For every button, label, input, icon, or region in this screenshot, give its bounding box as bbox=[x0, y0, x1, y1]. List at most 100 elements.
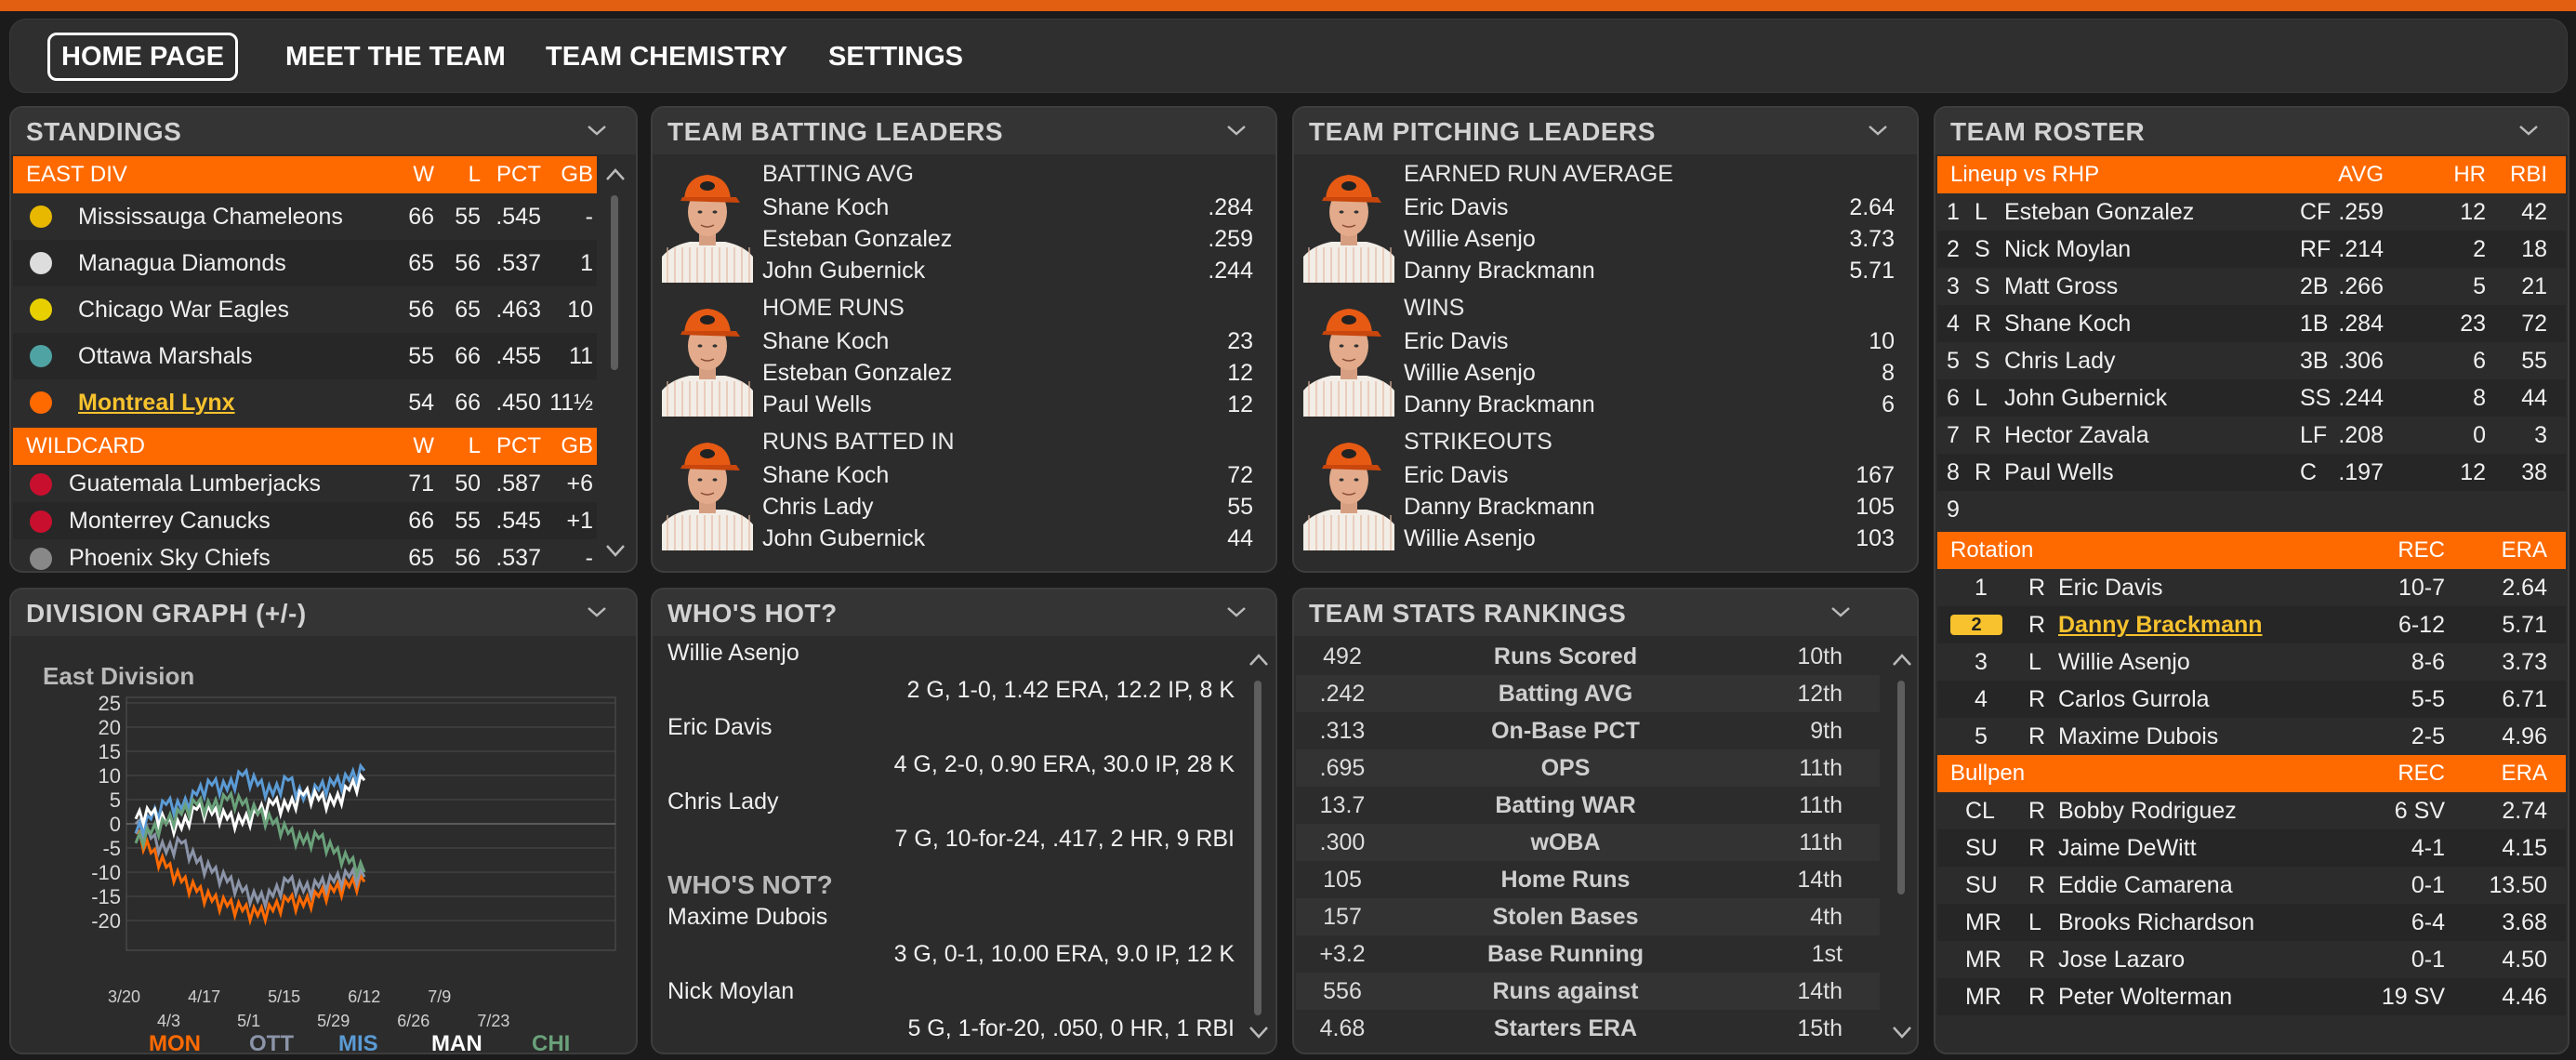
nav-meet-the-team[interactable]: MEET THE TEAM bbox=[285, 42, 506, 72]
lineup-row[interactable]: 5 S Chris Lady 3B .306 6 55 bbox=[1937, 342, 2566, 379]
stat-name: Starters ERA bbox=[1493, 1015, 1638, 1041]
bullpen-row[interactable]: MR R Peter Wolterman 19 SV 4.46 bbox=[1937, 978, 2566, 1015]
leader-row[interactable]: Shane Koch .284 bbox=[762, 192, 1253, 223]
rotation-row[interactable]: 2 R Danny Brackmann 6-12 5.71 bbox=[1937, 606, 2566, 643]
lineup-row[interactable]: 8 R Paul Wells C .197 12 38 bbox=[1937, 454, 2566, 491]
chevron-down-icon[interactable] bbox=[1225, 119, 1248, 141]
chevron-down-icon[interactable] bbox=[1830, 601, 1852, 623]
lineup-row[interactable]: 1 L Esteban Gonzalez CF .259 12 42 bbox=[1937, 193, 2566, 231]
standings-scrollbar[interactable] bbox=[602, 166, 628, 565]
scroll-thumb[interactable] bbox=[1897, 681, 1905, 894]
leader-row[interactable]: Eric Davis 167 bbox=[1404, 459, 1895, 491]
standings-row[interactable]: Mississauga Chameleons 66 55 .545 - bbox=[13, 193, 597, 240]
leader-row[interactable]: Danny Brackmann 5.71 bbox=[1404, 255, 1895, 286]
rankings-scrollbar[interactable] bbox=[1889, 647, 1915, 1047]
standings-row[interactable]: Phoenix Sky Chiefs 65 56 .537 - bbox=[13, 539, 597, 571]
leader-row[interactable]: Shane Koch 72 bbox=[762, 459, 1253, 491]
ranking-row[interactable]: .300 wOBA 11th bbox=[1296, 824, 1880, 861]
ranking-row[interactable]: 492 Runs Scored 10th bbox=[1296, 638, 1880, 675]
scroll-down-icon[interactable] bbox=[1891, 1023, 1913, 1041]
player-name: Hector Zavala bbox=[2004, 422, 2149, 448]
scroll-down-icon[interactable] bbox=[1248, 1023, 1270, 1041]
chevron-down-icon[interactable] bbox=[1867, 119, 1889, 141]
position: CF bbox=[2300, 199, 2332, 225]
leader-row[interactable]: Willie Asenjo 103 bbox=[1404, 523, 1895, 554]
bullpen-row[interactable]: MR L Brooks Richardson 6-4 3.68 bbox=[1937, 904, 2566, 941]
bullpen-row[interactable]: SU R Eddie Camarena 0-1 13.50 bbox=[1937, 867, 2566, 904]
bullpen-row[interactable]: CL R Bobby Rodriguez 6 SV 2.74 bbox=[1937, 792, 2566, 829]
scroll-up-icon[interactable] bbox=[1248, 651, 1270, 669]
team-name[interactable]: Montreal Lynx bbox=[78, 390, 235, 416]
scroll-thumb[interactable] bbox=[611, 195, 618, 370]
legend-chi[interactable]: CHI bbox=[532, 1031, 570, 1054]
hot-player-name[interactable]: Chris Lady bbox=[667, 788, 779, 815]
rotation-row[interactable]: 4 R Carlos Gurrola 5-5 6.71 bbox=[1937, 681, 2566, 718]
hot-player-name[interactable]: Eric Davis bbox=[667, 714, 773, 740]
lineup-row[interactable]: 6 L John Gubernick SS .244 8 44 bbox=[1937, 379, 2566, 417]
rotation-row[interactable]: 1 R Eric Davis 10-7 2.64 bbox=[1937, 569, 2566, 606]
ranking-row[interactable]: 157 Stolen Bases 4th bbox=[1296, 898, 1880, 935]
whos-hot-scrollbar[interactable] bbox=[1246, 647, 1272, 1047]
rotation-row[interactable]: 3 L Willie Asenjo 8-6 3.73 bbox=[1937, 643, 2566, 681]
leader-row[interactable]: Eric Davis 10 bbox=[1404, 325, 1895, 357]
standings-row[interactable]: Monterrey Canucks 66 55 .545 +1 bbox=[13, 502, 597, 539]
chevron-down-icon[interactable] bbox=[586, 119, 608, 141]
legend-mis[interactable]: MIS bbox=[338, 1031, 378, 1054]
player-name[interactable]: Danny Brackmann bbox=[2058, 612, 2263, 638]
ranking-row[interactable]: +3.2 Base Running 1st bbox=[1296, 935, 1880, 973]
rotation-row[interactable]: 5 R Maxime Dubois 2-5 4.96 bbox=[1937, 718, 2566, 755]
scroll-down-icon[interactable] bbox=[604, 541, 627, 560]
nav-settings[interactable]: SETTINGS bbox=[828, 42, 964, 72]
lineup-row[interactable]: 9 bbox=[1937, 491, 2566, 528]
leader-row[interactable]: Shane Koch 23 bbox=[762, 325, 1253, 357]
standings-row[interactable]: Guatemala Lumberjacks 71 50 .587 +6 bbox=[13, 465, 597, 502]
ranking-row[interactable]: 556 Runs against 14th bbox=[1296, 973, 1880, 1010]
leader-row[interactable]: John Gubernick 44 bbox=[762, 523, 1253, 554]
scroll-up-icon[interactable] bbox=[604, 166, 627, 184]
leader-row[interactable]: Eric Davis 2.64 bbox=[1404, 192, 1895, 223]
standings-row[interactable]: Managua Diamonds 65 56 .537 1 bbox=[13, 240, 597, 286]
nav-team-chemistry[interactable]: TEAM CHEMISTRY bbox=[546, 42, 787, 72]
scroll-thumb[interactable] bbox=[1254, 681, 1262, 1015]
ranking-row[interactable]: .313 On-Base PCT 9th bbox=[1296, 712, 1880, 749]
whos-hot-title: WHO'S HOT? bbox=[667, 599, 838, 628]
leader-row[interactable]: Danny Brackmann 105 bbox=[1404, 491, 1895, 523]
standings-row[interactable]: Ottawa Marshals 55 66 .455 11 bbox=[13, 333, 597, 379]
legend-man[interactable]: MAN bbox=[431, 1031, 482, 1054]
not-player-name[interactable]: Maxime Dubois bbox=[667, 904, 828, 930]
lineup-row[interactable]: 7 R Hector Zavala LF .208 0 3 bbox=[1937, 417, 2566, 454]
legend-mon[interactable]: MON bbox=[149, 1031, 201, 1054]
lineup-row[interactable]: 4 R Shane Koch 1B .284 23 72 bbox=[1937, 305, 2566, 342]
ranking-row[interactable]: .242 Batting AVG 12th bbox=[1296, 675, 1880, 712]
stat-rbi: 44 bbox=[2521, 385, 2547, 411]
chart-title: East Division bbox=[43, 662, 194, 690]
bullpen-row[interactable]: SU R Jaime DeWitt 4-1 4.15 bbox=[1937, 829, 2566, 867]
chevron-down-icon[interactable] bbox=[2517, 119, 2540, 141]
standings-row[interactable]: Montreal Lynx 54 66 .450 11½ bbox=[13, 379, 597, 426]
chevron-down-icon[interactable] bbox=[586, 601, 608, 623]
scroll-up-icon[interactable] bbox=[1891, 651, 1913, 669]
leader-row[interactable]: Willie Asenjo 8 bbox=[1404, 357, 1895, 389]
not-player-name[interactable]: Nick Moylan bbox=[667, 978, 795, 1004]
leader-row[interactable]: Chris Lady 55 bbox=[762, 491, 1253, 523]
leader-category: WINS Eric Davis 10 Willie Asenjo 8 Danny Brac… bbox=[1294, 290, 1917, 420]
leader-row[interactable]: Danny Brackmann 6 bbox=[1404, 389, 1895, 420]
standings-row[interactable]: Chicago War Eagles 56 65 .463 10 bbox=[13, 286, 597, 333]
lineup-row[interactable]: 3 S Matt Gross 2B .266 5 21 bbox=[1937, 268, 2566, 305]
legend-ott[interactable]: OTT bbox=[249, 1031, 294, 1054]
leader-row[interactable]: Willie Asenjo 3.73 bbox=[1404, 223, 1895, 255]
chevron-down-icon[interactable] bbox=[1225, 601, 1248, 623]
ranking-row[interactable]: 13.7 Batting WAR 11th bbox=[1296, 787, 1880, 824]
leader-row[interactable]: Paul Wells 12 bbox=[762, 389, 1253, 420]
ranking-row[interactable]: 105 Home Runs 14th bbox=[1296, 861, 1880, 898]
nav-home-page[interactable]: HOME PAGE bbox=[47, 33, 239, 81]
leader-row[interactable]: Esteban Gonzalez .259 bbox=[762, 223, 1253, 255]
ranking-row[interactable]: 4.68 Starters ERA 15th bbox=[1296, 1010, 1880, 1047]
bullpen-row[interactable]: MR R Jose Lazaro 0-1 4.50 bbox=[1937, 941, 2566, 978]
ranking-row[interactable]: .695 OPS 11th bbox=[1296, 749, 1880, 787]
lineup-row[interactable]: 2 S Nick Moylan RF .214 2 18 bbox=[1937, 231, 2566, 268]
hot-player-name[interactable]: Willie Asenjo bbox=[667, 640, 799, 666]
bats-hand: L bbox=[1975, 385, 1988, 411]
leader-row[interactable]: John Gubernick .244 bbox=[762, 255, 1253, 286]
leader-row[interactable]: Esteban Gonzalez 12 bbox=[762, 357, 1253, 389]
